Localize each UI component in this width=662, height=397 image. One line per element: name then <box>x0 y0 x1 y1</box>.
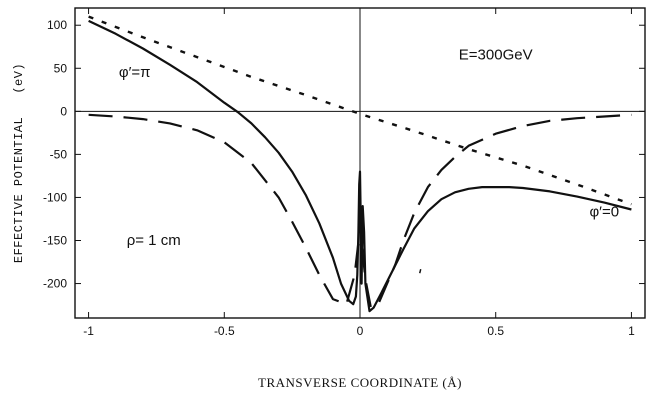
ticks-layer: -1 -0.5 0 0.5 1 100 50 0 -50 -100 -150 -200 <box>43 8 645 338</box>
annotation-label: ρ= 1 cm <box>127 232 181 249</box>
y-tick-label: -50 <box>50 147 68 161</box>
x-tick-label: -0.5 <box>214 324 235 338</box>
x-tick-label: 1 <box>628 324 635 338</box>
y-tick-label: -200 <box>43 277 67 291</box>
y-tick-label: 0 <box>60 104 67 118</box>
annotation-label: E=300GeV <box>459 47 533 64</box>
y-tick-label: -150 <box>43 234 67 248</box>
y-tick-label: 100 <box>47 18 67 32</box>
series-layer <box>88 15 632 313</box>
y-axis-title: EFFECTIVE POTENTIAL (eV) <box>12 63 26 263</box>
x-tick-label: 0 <box>357 324 364 338</box>
annotation-label: φ′=0 <box>589 203 619 220</box>
y-tick-label: 50 <box>54 61 68 75</box>
y-tick-label: -100 <box>43 190 67 204</box>
series-line-long-dash <box>88 113 632 309</box>
x-tick-label: -1 <box>83 324 94 338</box>
annotation-label: φ′=π <box>119 64 151 81</box>
annotations-layer: E=300GeV φ′=π φ′=0 ρ= 1 cm <box>119 47 619 249</box>
reference-lines <box>75 8 645 318</box>
x-tick-label: 0.5 <box>487 324 504 338</box>
stray-mark <box>418 269 422 274</box>
series-line-short-dash <box>88 15 632 206</box>
x-axis-title: TRANSVERSE COORDINATE (Å) <box>258 375 462 390</box>
